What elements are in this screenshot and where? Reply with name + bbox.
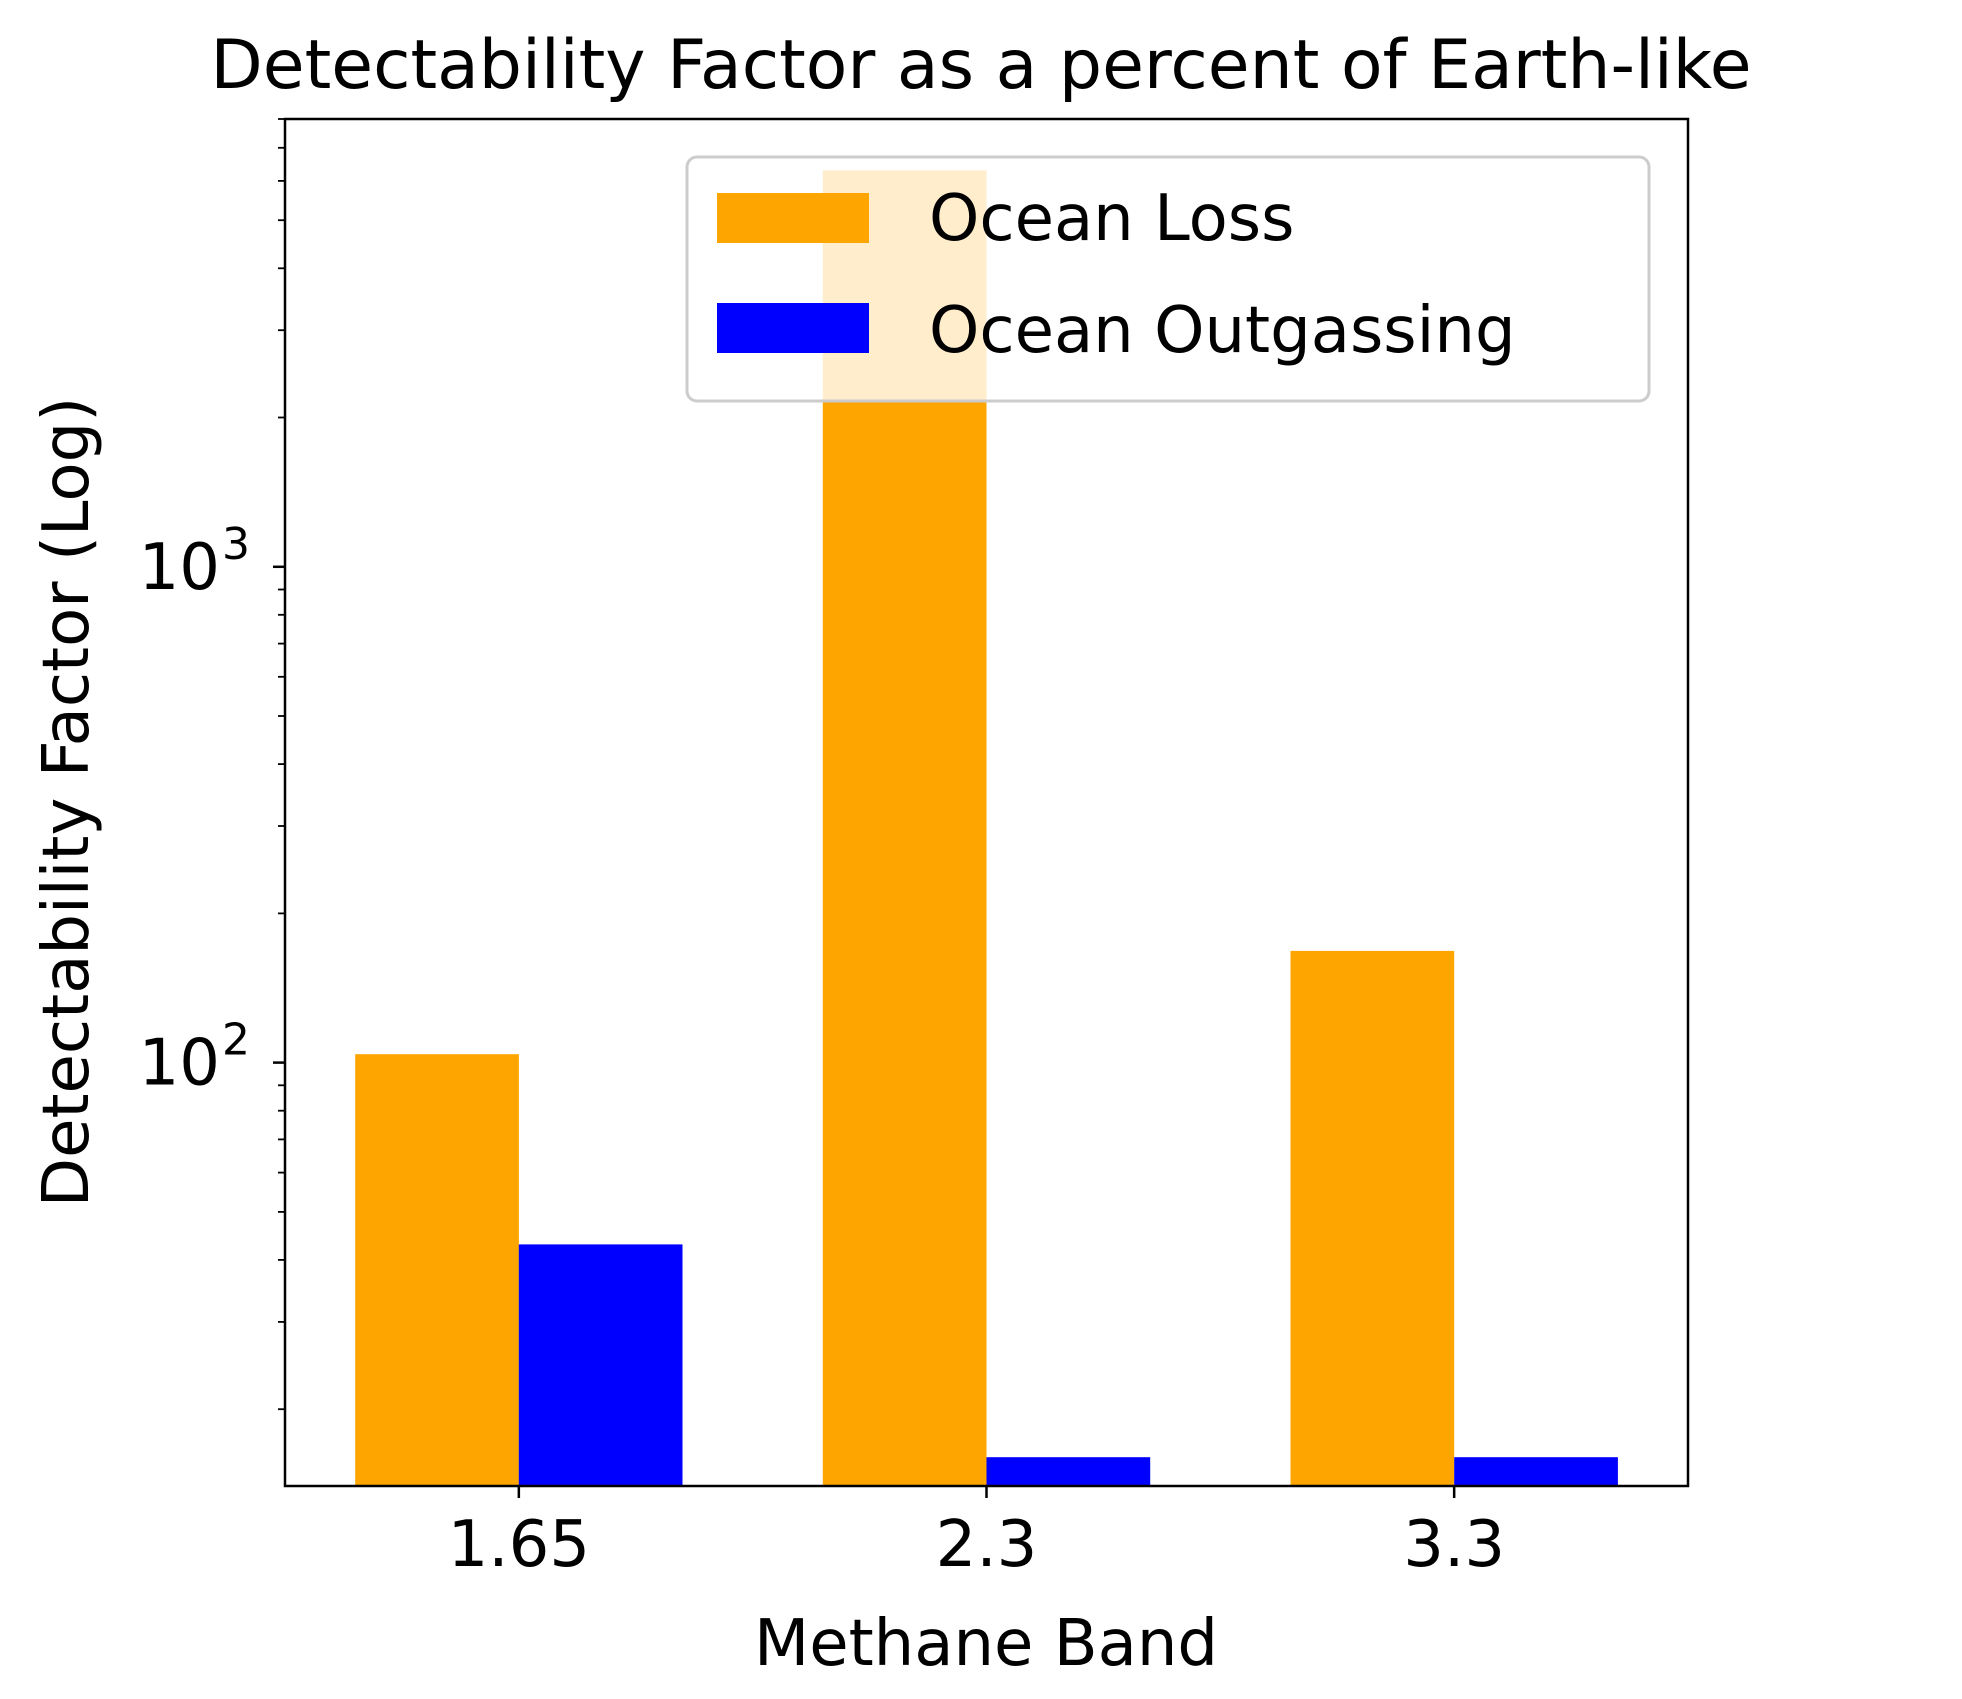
y-tick-label-exponent: 3 <box>222 519 250 570</box>
bar-ocean-outgassing-1.65 <box>518 1244 683 1486</box>
x-axis: 1.65 2.3 3.3 <box>448 1486 1505 1582</box>
y-tick-label-exponent: 2 <box>222 1015 250 1066</box>
x-axis-label: Methane Band <box>754 1607 1218 1681</box>
x-tick-label: 2.3 <box>936 1508 1038 1582</box>
chart-title: Detectability Factor as a percent of Ear… <box>210 26 1751 105</box>
plot-frame <box>283 117 1690 1488</box>
y-tick-label: 10 <box>139 1027 220 1101</box>
legend-box <box>685 155 1651 403</box>
legend-swatch-ocean-outgassing <box>717 303 869 353</box>
legend-label-ocean-loss: Ocean Loss <box>929 182 1294 256</box>
bar-ocean-outgassing-2.3 <box>986 1457 1151 1486</box>
y-tick-label: 10 <box>139 531 220 605</box>
legend-swatch-ocean-loss <box>717 193 869 243</box>
bar-ocean-loss-1.65 <box>355 1054 519 1486</box>
legend-label-ocean-outgassing: Ocean Outgassing <box>929 294 1516 368</box>
bar-ocean-loss-3.3 <box>1290 950 1455 1486</box>
bar-ocean-outgassing-3.3 <box>1454 1457 1618 1486</box>
x-tick-label: 1.65 <box>448 1508 591 1582</box>
x-tick-label: 3.3 <box>1403 1508 1505 1582</box>
legend: Ocean Loss Ocean Outgassing <box>685 155 1651 403</box>
y-axis-label: Detectability Factor (Log) <box>30 397 104 1207</box>
